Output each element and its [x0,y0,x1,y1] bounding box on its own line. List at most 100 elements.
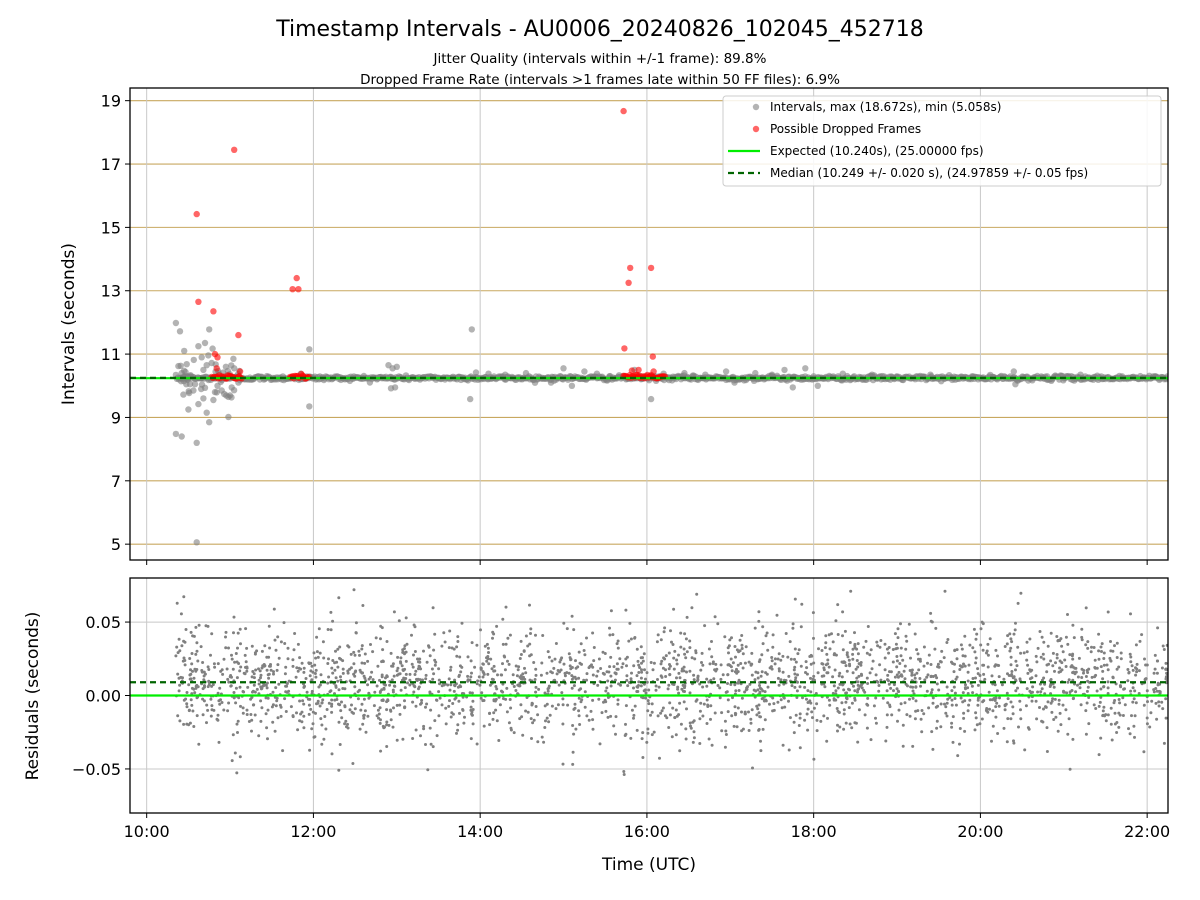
residual-point [630,671,633,675]
interval-point [702,371,709,378]
interval-point [768,371,776,378]
residual-point [763,690,767,694]
residual-point [1090,675,1094,679]
residual-point [466,674,470,678]
residual-point [761,625,765,629]
residual-point [962,662,965,666]
residual-point [304,677,308,680]
residual-point [1084,643,1088,647]
residual-point [902,669,906,673]
residual-point [376,708,380,712]
interval-point [203,362,210,369]
residual-point [944,711,948,715]
residual-point [733,645,737,648]
residual-point [526,710,530,714]
residual-point [314,711,317,715]
residual-point [372,704,376,708]
residual-point [803,718,807,722]
residual-point [399,660,402,664]
residual-point [371,678,375,682]
residual-point [684,656,688,660]
residual-point [419,667,423,671]
residual-point [809,662,813,666]
residual-point [632,686,635,690]
residual-point [929,611,933,615]
dropped-frame-point [289,286,296,293]
residual-point [731,696,734,700]
residual-point [1145,689,1149,693]
residual-point [830,632,833,636]
residual-point [735,648,739,652]
residual-point [1097,704,1101,708]
residual-point [1035,717,1039,721]
residual-point [277,656,281,660]
residual-point [749,663,753,667]
residual-point [1157,704,1161,708]
residuals-points [174,588,1168,776]
residual-point [562,621,566,625]
residual-point [336,647,340,651]
residual-point [903,701,907,705]
interval-point [226,392,234,399]
residual-point [529,653,533,657]
residual-point [1119,651,1123,655]
residual-point [841,610,845,614]
residual-point [430,667,434,671]
residual-point [298,656,302,660]
residual-point [990,698,994,702]
residual-point [945,641,949,644]
residual-point [537,687,541,691]
interval-point [181,347,188,355]
residual-point [738,649,742,653]
residual-point [209,653,212,657]
residual-point [726,682,729,685]
dropped-frame-point [635,366,642,374]
residual-point [421,678,424,682]
residual-point [741,727,745,731]
residual-point [265,668,269,672]
residual-point [458,711,461,715]
residual-point [326,628,330,631]
residual-point [951,740,955,744]
residual-point [1095,689,1099,693]
residual-point [438,696,442,700]
residual-point [413,685,417,689]
residual-point [1158,690,1162,694]
residual-point [721,673,725,677]
residual-point [1160,666,1164,670]
residual-point [640,670,644,674]
residual-point [1058,666,1062,670]
residual-point [815,702,819,706]
residual-point [348,708,352,712]
residual-point [380,688,384,692]
residual-point [709,717,712,721]
residual-point [667,726,671,729]
interval-point [1077,371,1084,378]
residual-point [660,675,664,679]
residual-point [315,702,318,706]
residual-point [761,642,765,646]
residual-point [1046,700,1050,704]
residual-point [974,676,977,680]
residuals-ytick-label: 0.05 [85,613,121,632]
residual-point [497,739,501,742]
residual-point [630,708,634,712]
residual-point [990,674,994,678]
residual-point [276,663,280,667]
residual-point [840,701,844,705]
residual-point [352,672,356,676]
residual-point [546,689,550,693]
residual-point [201,661,205,664]
residual-point [253,690,257,694]
residual-point [296,728,300,732]
residual-point [787,674,791,678]
residual-point [837,674,841,678]
residual-point [831,640,835,644]
interval-point [391,384,399,391]
residual-point [455,731,458,735]
residual-point [982,699,986,703]
residual-point [518,717,522,721]
residual-point [988,637,992,641]
residual-point [309,707,313,711]
residual-point [838,682,842,686]
